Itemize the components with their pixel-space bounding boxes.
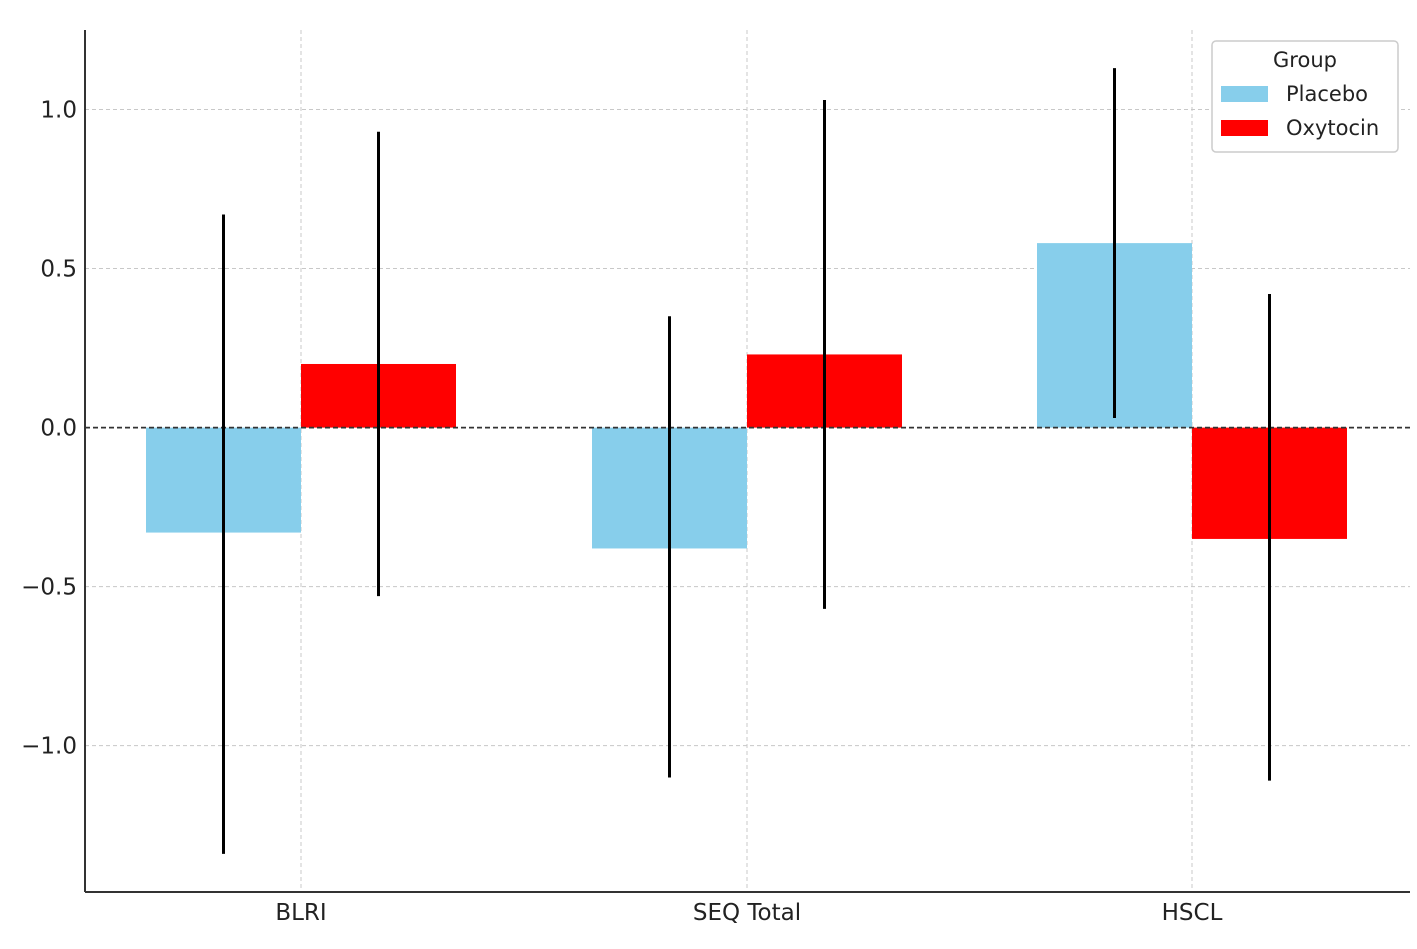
grid-layer [85, 30, 1410, 892]
legend-swatch-oxytocin [1221, 120, 1268, 136]
y-tick-label-3: −0.5 [21, 575, 77, 601]
legend-title: Group [1273, 48, 1337, 72]
y-tick-label-4: −1.0 [21, 734, 77, 760]
axis-layer: 1.0 0.5 0.0 −0.5 −1.0 BLRI SEQ Total HSCL [21, 30, 1410, 926]
legend-label-oxytocin: Oxytocin [1286, 116, 1379, 140]
x-tick-label-blri: BLRI [275, 900, 326, 926]
legend-swatch-placebo [1221, 86, 1268, 102]
x-tick-label-hscl: HSCL [1162, 900, 1223, 926]
legend-label-placebo: Placebo [1286, 82, 1368, 106]
y-tick-label-2: 0.0 [40, 416, 77, 442]
legend: Group Placebo Oxytocin [1211, 40, 1399, 153]
y-tick-label-1: 0.5 [40, 257, 77, 283]
error-bar-layer [222, 68, 1271, 854]
y-tick-label-0: 1.0 [40, 98, 77, 124]
x-tick-label-seq-total: SEQ Total [693, 900, 801, 926]
